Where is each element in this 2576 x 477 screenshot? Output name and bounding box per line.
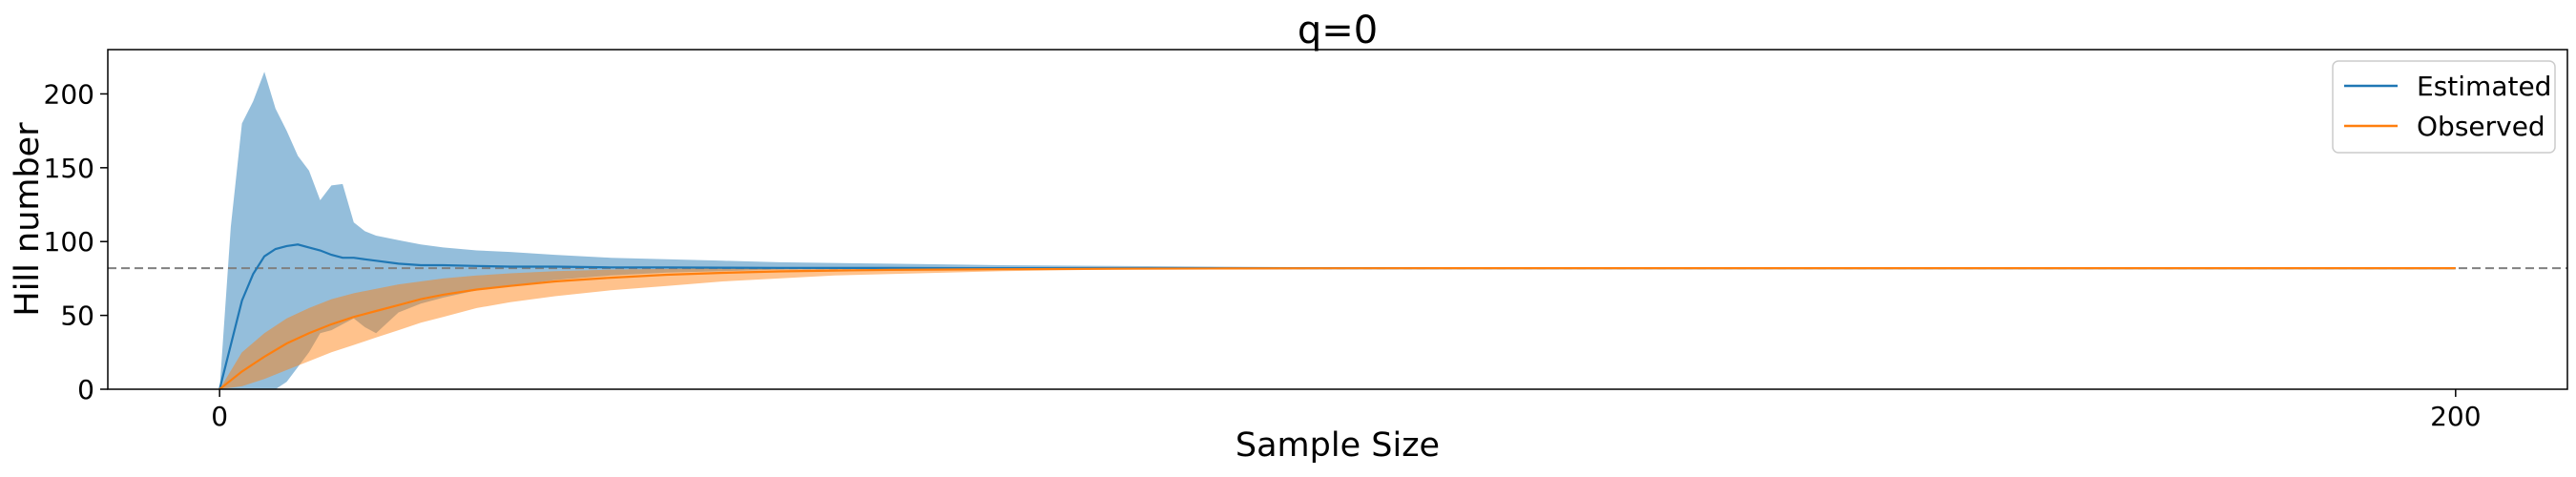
- band-estimated: [219, 72, 2456, 389]
- x-axis: 0 200: [211, 389, 2482, 432]
- confidence-bands: [219, 72, 2456, 389]
- y-tick-label: 150: [44, 153, 94, 184]
- y-tick-label: 200: [44, 78, 94, 110]
- line-observed: [218, 267, 2456, 390]
- y-tick-label: 0: [77, 374, 94, 405]
- x-tick-label: 0: [211, 401, 228, 432]
- legend-label-observed: Observed: [2417, 111, 2545, 142]
- x-axis-label: Sample Size: [1236, 426, 1440, 465]
- series-lines: [218, 243, 2456, 390]
- legend: Estimated Observed: [2332, 60, 2556, 154]
- y-tick-label: 100: [44, 226, 94, 258]
- x-tick-label: 200: [2430, 401, 2481, 432]
- y-axis: 0 50 100 150 200: [44, 78, 108, 405]
- y-axis-label: Hill number: [9, 122, 47, 317]
- y-tick-label: 50: [60, 301, 94, 332]
- legend-box: [2332, 60, 2556, 154]
- band-observed: [219, 268, 2456, 389]
- chart-title: q=0: [1298, 9, 1378, 52]
- line-estimated: [218, 243, 2456, 390]
- legend-label-estimated: Estimated: [2417, 71, 2551, 102]
- plot-frame: [107, 49, 2568, 390]
